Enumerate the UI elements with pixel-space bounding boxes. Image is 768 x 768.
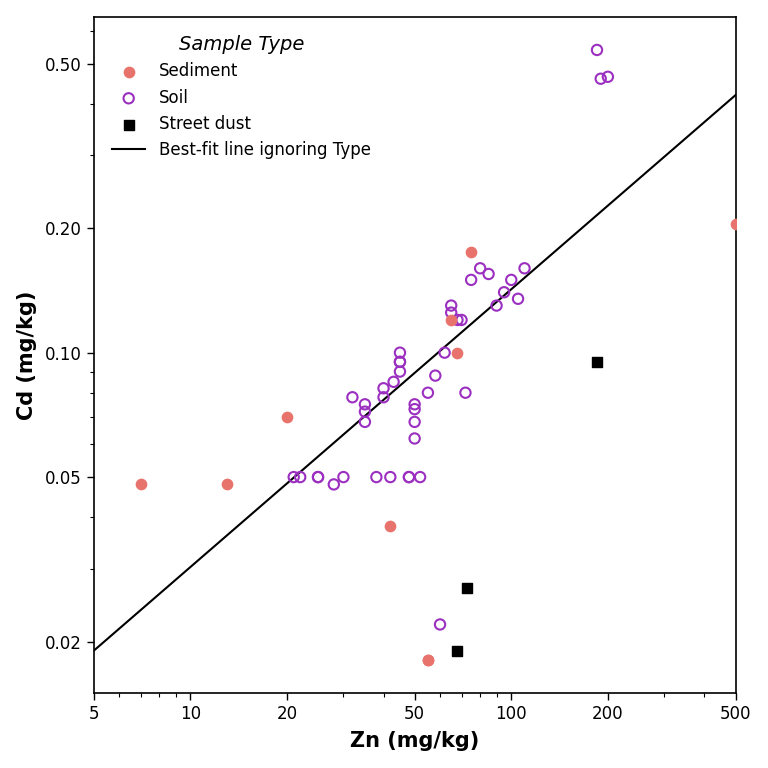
Line: Best-fit line ignoring Type: Best-fit line ignoring Type — [94, 95, 736, 650]
X-axis label: Zn (mg/kg): Zn (mg/kg) — [350, 731, 479, 751]
Soil — [512, 293, 525, 305]
Street dust — [462, 581, 474, 594]
Soil — [377, 382, 389, 395]
Soil — [482, 268, 495, 280]
Soil — [601, 71, 614, 83]
Best-fit line ignoring Type — [676, 138, 685, 147]
Soil — [491, 300, 503, 312]
Soil — [402, 471, 415, 483]
Soil — [445, 300, 458, 312]
Soil — [414, 471, 426, 483]
Soil — [402, 471, 415, 483]
Best-fit line ignoring Type — [260, 498, 270, 508]
Soil — [594, 73, 607, 85]
Soil — [434, 618, 446, 631]
Sediment — [134, 478, 147, 491]
Soil — [312, 471, 324, 483]
Soil — [370, 471, 382, 483]
Soil — [429, 369, 442, 382]
Soil — [422, 386, 434, 399]
Soil — [359, 398, 371, 410]
Sediment — [730, 217, 742, 230]
Soil — [474, 262, 486, 274]
Sediment — [452, 346, 464, 359]
Soil — [409, 432, 421, 445]
Best-fit line ignoring Type — [89, 646, 98, 655]
Street dust — [452, 644, 464, 657]
Sediment — [465, 246, 477, 258]
Soil — [337, 471, 349, 483]
Soil — [312, 471, 324, 483]
Soil — [328, 478, 340, 491]
Soil — [518, 262, 531, 274]
Soil — [505, 273, 518, 286]
Sediment — [281, 411, 293, 423]
Soil — [459, 386, 472, 399]
Soil — [359, 406, 371, 418]
Soil — [359, 415, 371, 428]
Best-fit line ignoring Type — [208, 543, 217, 552]
Soil — [591, 44, 603, 56]
Soil — [409, 398, 421, 410]
Soil — [465, 273, 477, 286]
Soil — [455, 314, 468, 326]
Soil — [346, 391, 359, 403]
Soil — [439, 346, 451, 359]
Soil — [294, 471, 306, 483]
Best-fit line ignoring Type — [699, 118, 708, 127]
Street dust — [591, 356, 603, 368]
Legend: Sediment, Soil, Street dust, Best-fit line ignoring Type: Sediment, Soil, Street dust, Best-fit li… — [102, 25, 381, 169]
Best-fit line ignoring Type — [731, 91, 740, 100]
Sediment — [384, 520, 396, 532]
Sediment — [422, 654, 434, 667]
Soil — [384, 471, 396, 483]
Soil — [394, 366, 406, 378]
Soil — [377, 391, 389, 403]
Soil — [394, 356, 406, 368]
Sediment — [445, 314, 458, 326]
Soil — [388, 376, 400, 388]
Soil — [498, 286, 510, 299]
Y-axis label: Cd (mg/kg): Cd (mg/kg) — [17, 290, 37, 419]
Soil — [394, 346, 406, 359]
Soil — [452, 314, 464, 326]
Soil — [394, 356, 406, 368]
Sediment — [220, 478, 233, 491]
Soil — [445, 306, 458, 319]
Soil — [409, 403, 421, 415]
Sediment — [422, 654, 434, 667]
Soil — [287, 471, 300, 483]
Soil — [409, 415, 421, 428]
Best-fit line ignoring Type — [127, 613, 137, 622]
Best-fit line ignoring Type — [115, 624, 124, 633]
